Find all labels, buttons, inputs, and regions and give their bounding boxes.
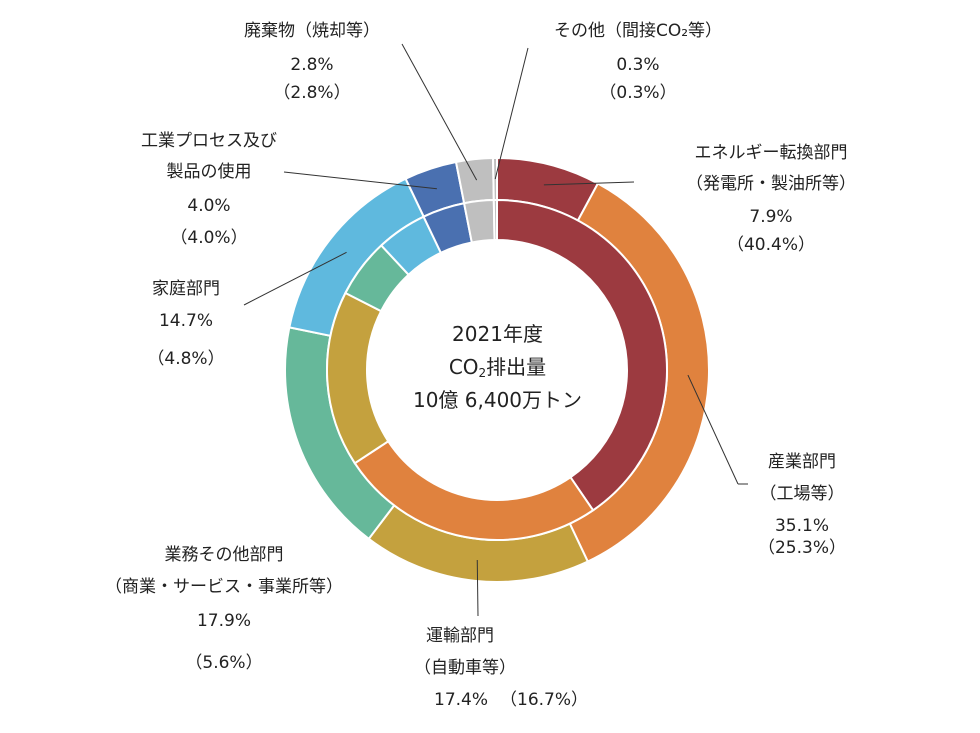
- leader-line-waste: [401, 43, 478, 181]
- label-energy: エネルギー転換部門 （発電所・製油所等） 7.9% （40.4%）: [686, 143, 856, 255]
- outer-slice-other: [491, 156, 498, 202]
- leader-line-other: [494, 47, 529, 180]
- leader-line-transport: [476, 559, 479, 617]
- inner-slice-energy: [496, 198, 668, 512]
- leader-line-process: [283, 171, 437, 190]
- label-commercial: 業務その他部門 （商業・サービス・事業所等） 17.9% （5.6%）: [105, 545, 343, 673]
- label-transport: 運輸部門 （自動車等） 17.4% （16.7%）: [414, 626, 589, 710]
- center-title: CO2排出量: [448, 355, 547, 380]
- label-process: 工業プロセス及び 製品の使用 4.0% （4.0%）: [141, 131, 277, 248]
- center-total: 10億 6,400万トン: [412, 388, 583, 412]
- center-year: 2021年度: [452, 322, 543, 346]
- label-industry: 産業部門 （工場等） 35.1% （25.3%）: [757, 452, 846, 558]
- label-other: その他（間接CO₂等） 0.3% （0.3%）: [553, 21, 723, 103]
- leader-lines: [243, 43, 748, 617]
- inner-ring: [326, 198, 668, 541]
- center-label: 2021年度 CO2排出量 10億 6,400万トン: [365, 318, 630, 417]
- label-household: 家庭部門 14.7% （4.8%）: [147, 279, 225, 369]
- label-waste: 廃棄物（焼却等） 2.8% （2.8%）: [244, 21, 380, 103]
- leader-line-household: [243, 251, 347, 306]
- leader-line-industry: [687, 374, 739, 485]
- leader-line-energy: [543, 181, 635, 186]
- inner-slice-other: [492, 198, 498, 242]
